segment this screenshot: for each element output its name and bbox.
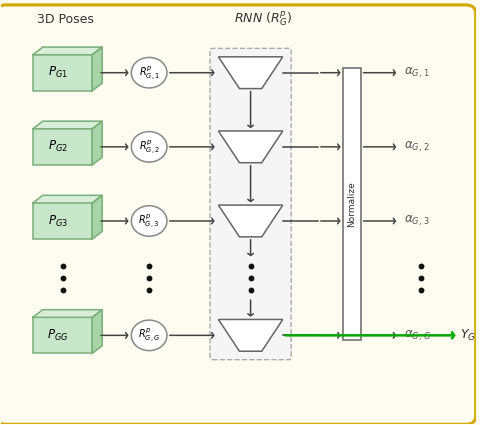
Text: 3D Poses: 3D Poses: [36, 13, 94, 26]
Circle shape: [132, 320, 167, 351]
Text: $Y_G$: $Y_G$: [460, 328, 476, 343]
Polygon shape: [92, 310, 102, 353]
Polygon shape: [218, 131, 283, 163]
Polygon shape: [33, 196, 102, 203]
Polygon shape: [92, 121, 102, 165]
FancyBboxPatch shape: [33, 55, 92, 91]
Polygon shape: [33, 310, 102, 317]
Text: $P_{G1}$: $P_{G1}$: [48, 65, 68, 80]
Polygon shape: [92, 196, 102, 239]
Text: $\alpha_{G,\,3}$: $\alpha_{G,\,3}$: [404, 214, 430, 228]
Polygon shape: [92, 47, 102, 91]
Text: $P_{GG}$: $P_{GG}$: [47, 328, 68, 343]
Circle shape: [132, 57, 167, 88]
Polygon shape: [33, 121, 102, 129]
Text: $\alpha_{G,\,G}$: $\alpha_{G,\,G}$: [404, 328, 432, 343]
Circle shape: [132, 132, 167, 162]
Text: $R_{G,3}^{p}$: $R_{G,3}^{p}$: [138, 212, 160, 230]
FancyBboxPatch shape: [33, 203, 92, 239]
Text: $R_{G,2}^{p}$: $R_{G,2}^{p}$: [139, 138, 160, 156]
Polygon shape: [218, 205, 283, 237]
Text: $P_{G3}$: $P_{G3}$: [48, 213, 68, 229]
FancyBboxPatch shape: [210, 48, 291, 360]
FancyBboxPatch shape: [343, 68, 360, 340]
Text: $\alpha_{G,\,2}$: $\alpha_{G,\,2}$: [404, 140, 430, 154]
Circle shape: [132, 206, 167, 236]
FancyBboxPatch shape: [0, 5, 476, 424]
Polygon shape: [218, 320, 283, 351]
Polygon shape: [33, 47, 102, 55]
Text: $R_{G,G}^{p}$: $R_{G,G}^{p}$: [138, 326, 160, 344]
Text: $R_{G,1}^{p}$: $R_{G,1}^{p}$: [139, 64, 160, 82]
Text: $P_{G2}$: $P_{G2}$: [48, 139, 68, 154]
FancyBboxPatch shape: [33, 129, 92, 165]
Polygon shape: [218, 57, 283, 88]
Text: Normalize: Normalize: [348, 181, 357, 227]
Text: $RNN\ (R_G^p)$: $RNN\ (R_G^p)$: [234, 10, 292, 29]
Text: $\alpha_{G,\,1}$: $\alpha_{G,\,1}$: [404, 65, 430, 80]
FancyBboxPatch shape: [33, 317, 92, 353]
